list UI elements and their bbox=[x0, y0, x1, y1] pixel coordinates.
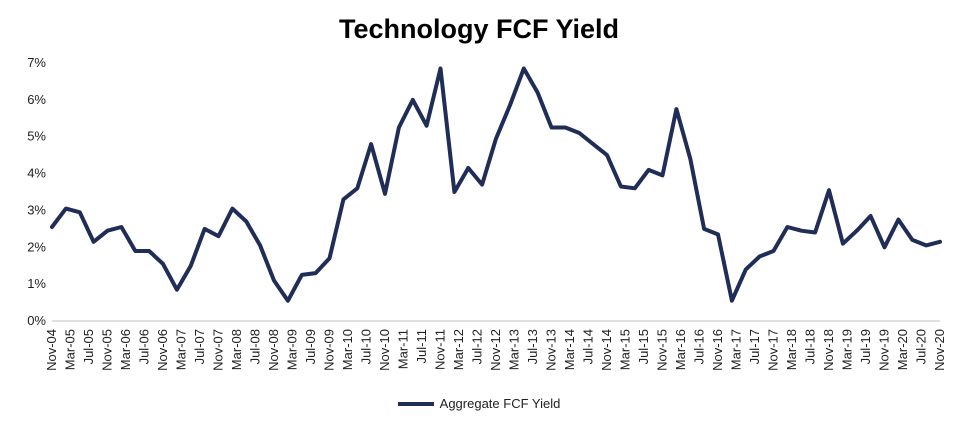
x-tick-label: Mar-12 bbox=[451, 329, 466, 370]
legend-label: Aggregate FCF Yield bbox=[439, 396, 561, 411]
x-tick-label: Nov-13 bbox=[544, 329, 559, 371]
x-tick-label: Jul-11 bbox=[414, 329, 429, 363]
y-tick-label: 3% bbox=[27, 202, 46, 217]
x-tick-label: Jul-10 bbox=[359, 329, 374, 364]
y-tick-label: 2% bbox=[27, 239, 46, 254]
y-tick-label: 5% bbox=[27, 129, 46, 144]
x-tick-label: Jul-20 bbox=[914, 329, 929, 364]
x-tick-label: Mar-14 bbox=[562, 329, 577, 370]
series-layer bbox=[50, 66, 942, 303]
x-tick-label: Jul-14 bbox=[581, 329, 596, 364]
x-tick-label: Jul-08 bbox=[248, 329, 263, 364]
x-tick-label: Mar-16 bbox=[673, 329, 688, 370]
x-tick-label: Jul-17 bbox=[747, 329, 762, 364]
x-tick-label: Nov-16 bbox=[710, 329, 725, 371]
x-tick-label: Mar-09 bbox=[285, 329, 300, 370]
chart-title: Technology FCF Yield bbox=[338, 14, 620, 44]
legend: Aggregate FCF Yield bbox=[0, 396, 958, 411]
x-tick-label: Mar-17 bbox=[729, 329, 744, 370]
x-tick-label: Nov-09 bbox=[322, 329, 337, 371]
x-tick-label: Nov-20 bbox=[932, 329, 947, 371]
x-tick-label: Nov-10 bbox=[377, 329, 392, 371]
x-tick-label: Jul-15 bbox=[636, 329, 651, 364]
x-tick-label: Nov-19 bbox=[877, 329, 892, 371]
y-tick-label: 0% bbox=[27, 313, 46, 328]
x-tick-label: Mar-10 bbox=[340, 329, 355, 370]
x-tick-label: Mar-18 bbox=[784, 329, 799, 370]
x-tick-label: Jul-12 bbox=[470, 329, 485, 364]
y-axis: 0% 1% 2% 3% 4% 5% 6% 7% bbox=[27, 55, 46, 328]
x-tick-label: Jul-09 bbox=[303, 329, 318, 364]
x-tick-label: Mar-20 bbox=[895, 329, 910, 370]
x-tick-label: Jul-18 bbox=[803, 329, 818, 364]
x-tick-label: Jul-07 bbox=[192, 329, 207, 364]
x-tick-label: Nov-18 bbox=[821, 329, 836, 371]
x-tick-label: Jul-05 bbox=[81, 329, 96, 364]
y-tick-label: 4% bbox=[27, 166, 46, 181]
y-tick-label: 1% bbox=[27, 276, 46, 291]
x-tick-label: Mar-15 bbox=[618, 329, 633, 370]
x-tick-label: Mar-07 bbox=[174, 329, 189, 370]
x-tick-label: Mar-05 bbox=[63, 329, 78, 370]
x-tick-label: Nov-14 bbox=[599, 329, 614, 371]
x-tick-label: Mar-11 bbox=[396, 329, 411, 369]
x-tick-label: Nov-17 bbox=[766, 329, 781, 371]
y-tick-label: 7% bbox=[27, 55, 46, 70]
x-tick-label: Jul-19 bbox=[858, 329, 873, 364]
x-tick-label: Jul-13 bbox=[525, 329, 540, 364]
x-tick-label: Nov-05 bbox=[100, 329, 115, 371]
x-tick-label: Nov-07 bbox=[211, 329, 226, 371]
x-tick-label: Mar-19 bbox=[840, 329, 855, 370]
x-tick-label: Jul-06 bbox=[137, 329, 152, 364]
legend-swatch bbox=[397, 401, 434, 406]
x-tick-label: Nov-04 bbox=[44, 329, 59, 371]
x-tick-label: Mar-06 bbox=[118, 329, 133, 370]
x-axis: Nov-04 Mar-05 Jul-05 Nov-05 Mar-06 Jul-06 Nov-… bbox=[44, 320, 947, 371]
x-tick-label: Nov-15 bbox=[655, 329, 670, 371]
x-tick-label: Nov-12 bbox=[488, 329, 503, 371]
x-tick-label: Nov-11 bbox=[433, 329, 448, 370]
x-tick-label: Jul-16 bbox=[692, 329, 707, 364]
x-tick-label: Mar-13 bbox=[507, 329, 522, 370]
series-line-aggregate-fcf-yield bbox=[50, 66, 942, 303]
x-tick-label: Mar-08 bbox=[229, 329, 244, 370]
x-tick-label: Nov-08 bbox=[266, 329, 281, 371]
x-tick-label: Nov-06 bbox=[155, 329, 170, 371]
y-tick-label: 6% bbox=[27, 92, 46, 107]
